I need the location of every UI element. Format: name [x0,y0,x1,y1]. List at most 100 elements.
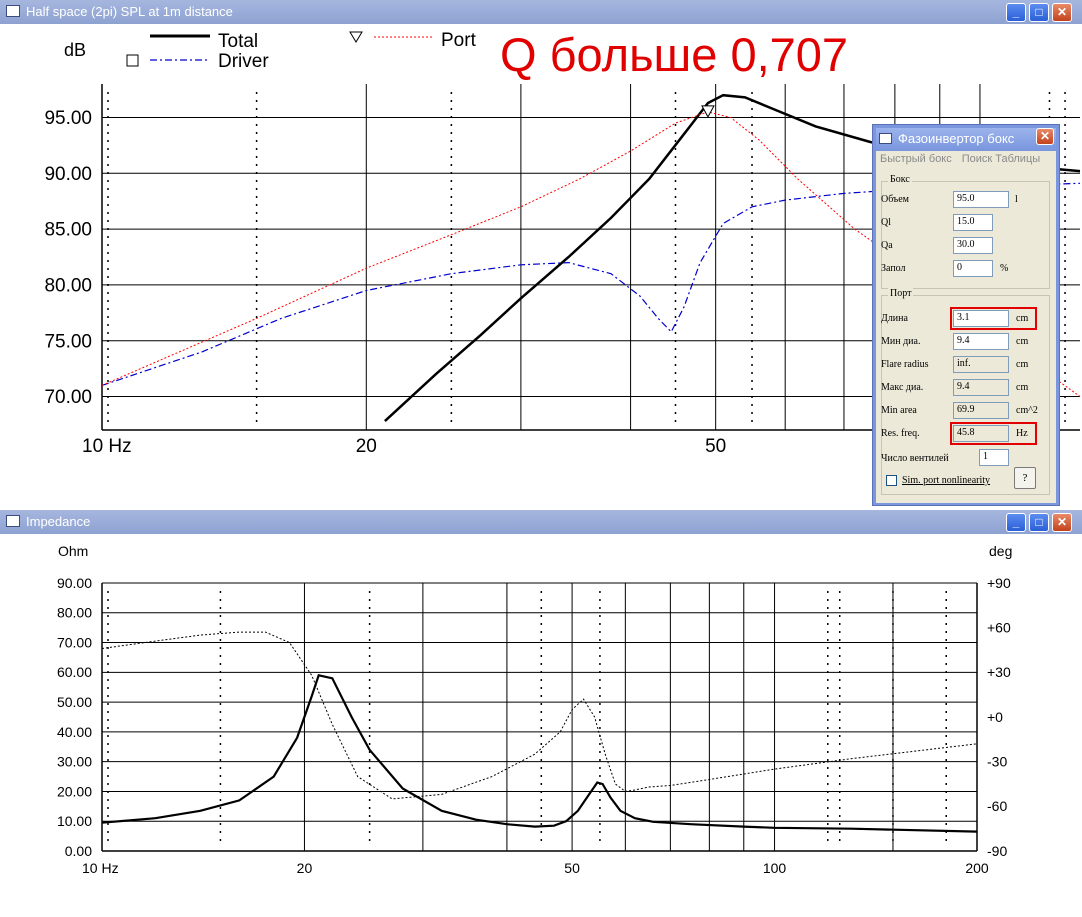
x-tick-label: 10 Hz [82,436,132,457]
x-tick-label: 200 [965,860,989,876]
x-tick-label: 10 Hz [82,860,119,876]
maximize-button[interactable]: □ [1029,513,1049,532]
box-group: Бокс [881,174,1050,289]
port-length-label: Длина [881,313,908,324]
y-tick-label: 30.00 [57,754,92,770]
y-tick-label: 75.00 [44,331,92,352]
port-length-highlight [950,307,1037,330]
q-annotation: Q больше 0,707 [500,28,848,81]
qa-field[interactable]: 30.0 [953,237,993,254]
port-length-field[interactable]: 3.1 [953,310,1009,327]
y-tick-label: 80.00 [44,276,92,297]
res-freq-highlight [950,422,1037,445]
max-diameter-label: Макс диа. [881,382,924,393]
impedance-chart-background [0,534,1082,917]
spl-window-titlebar[interactable]: Half space (2pi) SPL at 1m distance _ □ … [0,0,1082,24]
min-diameter-label: Мин диа. [881,336,921,347]
spl-window-title: Half space (2pi) SPL at 1m distance [26,4,233,19]
legend-port-marker [349,31,363,43]
y-tick-label: 70.00 [44,387,92,408]
impedance-window-title: Impedance [26,514,91,529]
port-group: Порт [881,288,1050,495]
min-area-label: Min area [881,405,917,416]
y-axis-unit: dB [64,40,86,60]
menu-quick-box[interactable]: Быстрый бокс [880,153,952,165]
x-tick-label: 50 [705,436,726,457]
y-tick-label: 85.00 [44,220,92,241]
minimize-button[interactable]: _ [1006,513,1026,532]
volume-unit: l [1015,194,1018,205]
box-group-label: Бокс [888,174,912,185]
close-button[interactable]: ✕ [1052,513,1072,532]
x-tick-label: 20 [297,860,313,876]
x-tick-label: 50 [564,860,580,876]
min-diameter-unit: cm [1016,336,1029,347]
y-tick-label: 40.00 [57,724,92,740]
fill-field[interactable]: 0 [953,260,993,277]
dialog-close-button[interactable]: ✕ [1036,128,1054,145]
series-line-impedance [101,674,978,833]
minimize-button[interactable]: _ [1006,3,1026,22]
min-area-field[interactable]: 69.9 [953,402,1009,419]
y-axis-unit: Ohm [58,543,88,559]
port-length-unit: cm [1016,313,1029,324]
y-tick-label: 90.00 [44,164,92,185]
y-tick-label: 0.00 [65,843,92,859]
port-group-label: Порт [888,288,914,299]
close-button[interactable]: ✕ [1052,3,1072,22]
y-tick-label: 70.00 [57,634,92,650]
ql-field[interactable]: 15.0 [953,214,993,231]
series-line-driver [101,182,1081,386]
legend-total-label: Total [218,31,258,52]
dialog-title: Фазоинвертор бокс [898,131,1015,146]
vent-count-label: Число вентилей [881,453,949,464]
legend-port-label: Port [441,30,477,51]
menu-tables[interactable]: Таблицы [995,153,1041,165]
maximize-button[interactable]: □ [1029,3,1049,22]
min-diameter-field[interactable]: 9.4 [953,333,1009,350]
chart-window-icon [6,515,20,527]
fill-unit: % [1000,263,1009,274]
x-tick-label: 20 [356,436,377,457]
flare-radius-label: Flare radius [881,359,929,370]
y2-tick-label: -60 [987,798,1007,814]
vent-count-field[interactable]: 1 [979,449,1009,466]
y-tick-label: 20.00 [57,783,92,799]
legend-driver-label: Driver [218,51,269,72]
res-freq-unit: Hz [1016,428,1028,439]
y2-tick-label: -30 [987,754,1007,770]
ql-label: Ql [881,217,891,228]
flare-radius-field[interactable]: inf. [953,356,1009,373]
y2-tick-label: -90 [987,843,1007,859]
dialog-titlebar[interactable]: Фазоинвертор бокс [876,128,1056,150]
volume-label: Объем [881,194,909,205]
y-tick-label: 80.00 [57,605,92,621]
min-area-unit: cm^2 [1016,405,1038,416]
max-diameter-field[interactable]: 9.4 [953,379,1009,396]
help-button[interactable]: ? [1014,467,1036,489]
y-tick-label: 95.00 [44,108,92,129]
res-freq-label: Res. freq. [881,428,920,439]
impedance-window-titlebar[interactable]: Impedance _ □ ✕ [0,510,1082,534]
sim-port-nonlinearity-label: Sim. port nonlinearity [902,475,991,486]
dialog-window-icon [879,133,892,144]
y-tick-label: 60.00 [57,664,92,680]
sim-port-nonlinearity-checkbox[interactable] [886,475,897,486]
y-tick-label: 10.00 [57,813,92,829]
fill-label: Запол [881,263,906,274]
menu-search[interactable]: Поиск [961,153,993,165]
chart-window-icon [6,5,20,17]
legend-driver-marker [126,54,139,67]
vented-box-dialog: Фазоинвертор бокс ✕ Быстрый бокс Поиск Таб… [872,124,1060,506]
y2-axis-unit: deg [989,543,1012,559]
res-freq-field[interactable]: 45.8 [953,425,1009,442]
volume-field[interactable]: 95.0 [953,191,1009,208]
flare-radius-unit: cm [1016,359,1029,370]
y2-tick-label: +0 [987,709,1003,725]
x-tick-label: 100 [763,860,787,876]
qa-label: Qa [881,240,893,251]
impedance-window: Impedance _ □ ✕ 0.00 10.00 20.00 30.00 40.00… [0,510,1082,917]
max-diameter-unit: cm [1016,382,1029,393]
port-marker-triangle [701,105,715,118]
series-line-phase [101,631,978,800]
